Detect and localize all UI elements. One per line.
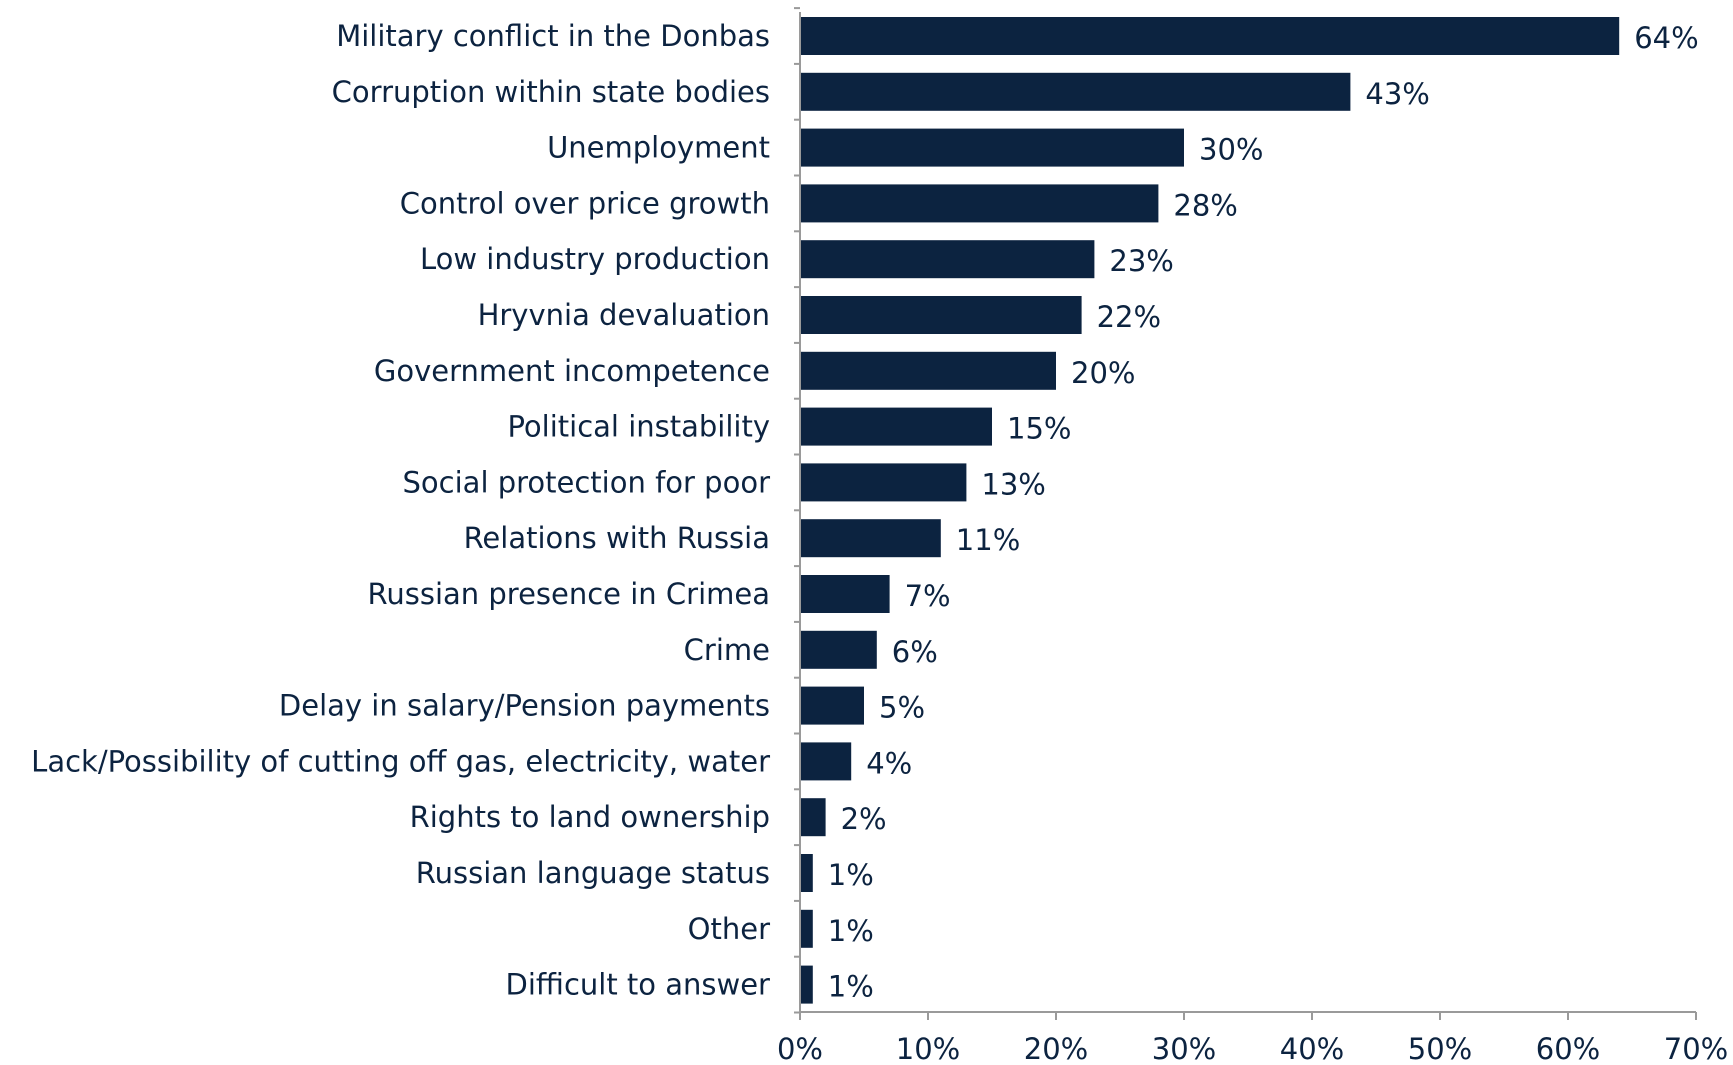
bar [800,296,1082,334]
category-label: Social protection for poor [403,465,771,499]
bar [800,742,852,781]
data-label: 23% [1109,244,1173,278]
bar [800,351,1056,390]
bar [800,72,1351,111]
data-label: 5% [879,691,925,725]
bar [800,575,890,613]
bars-layer [800,17,1620,1004]
data-label: 2% [841,802,887,836]
category-label: Low industry production [420,242,770,276]
category-label: Military conflict in the Donbas [336,19,770,53]
bar [800,463,967,502]
data-label: 43% [1365,77,1429,111]
category-label: Russian language status [416,856,770,890]
category-label: Unemployment [547,131,770,165]
category-label: Hryvnia devaluation [478,298,770,332]
data-labels-layer: 64% 43% 30% 28%23% 22% 20%15% 13% 11%7% 6% 5% 4% 2%… [828,21,1699,1004]
data-label: 28% [1173,188,1237,222]
category-label: Russian presence in Crimea [368,577,771,611]
x-tick-label: 50% [1408,1032,1472,1061]
bar [800,184,1159,223]
x-tick-label: 70% [1664,1032,1728,1061]
bar [800,909,813,948]
bar [800,965,813,1004]
bar [800,407,992,446]
axes-layer: 0% 10% 20% 30% 40% 50% 60% 70% [777,7,1728,1065]
data-label: 1% [828,914,874,948]
data-label: 22% [1097,300,1161,334]
category-label: Corruption within state bodies [332,75,770,109]
data-label: 1% [828,858,874,892]
category-label: Relations with Russia [464,521,770,555]
data-label: 13% [981,467,1045,501]
x-tick-label: 60% [1536,1032,1600,1061]
bar [800,630,877,669]
x-tick-label: 10% [896,1032,960,1061]
category-label: Lack/Possibility of cutting off gas, ele… [31,744,770,778]
category-label: Crime [684,633,770,667]
bar [800,686,864,725]
category-label: Delay in salary/Pension payments [279,689,770,723]
category-label: Political instability [507,410,770,444]
category-labels-layer: Military conflict in the Donbas Corruptio… [31,19,770,1002]
bar [800,128,1184,167]
data-label: 7% [905,579,951,613]
bar [800,519,941,558]
x-tick-label: 40% [1280,1032,1344,1061]
category-label: Other [688,912,770,946]
x-tick-label: 20% [1024,1032,1088,1061]
data-label: 15% [1007,412,1071,446]
data-label: 11% [956,523,1020,557]
data-label: 64% [1634,21,1698,55]
data-label: 20% [1071,356,1135,390]
bar [800,17,1620,55]
data-label: 1% [828,970,874,1004]
data-label: 6% [892,635,938,669]
category-label: Control over price growth [400,186,770,220]
category-label: Difficult to answer [506,968,771,1002]
x-tick-label: 30% [1152,1032,1216,1061]
bar [800,798,826,837]
x-tick-label: 0% [777,1032,823,1061]
bar [800,240,1095,279]
bar [800,854,813,892]
data-label: 30% [1199,133,1263,167]
data-label: 4% [866,746,912,780]
category-label: Rights to land ownership [410,800,770,834]
category-label: Government incompetence [374,354,770,388]
